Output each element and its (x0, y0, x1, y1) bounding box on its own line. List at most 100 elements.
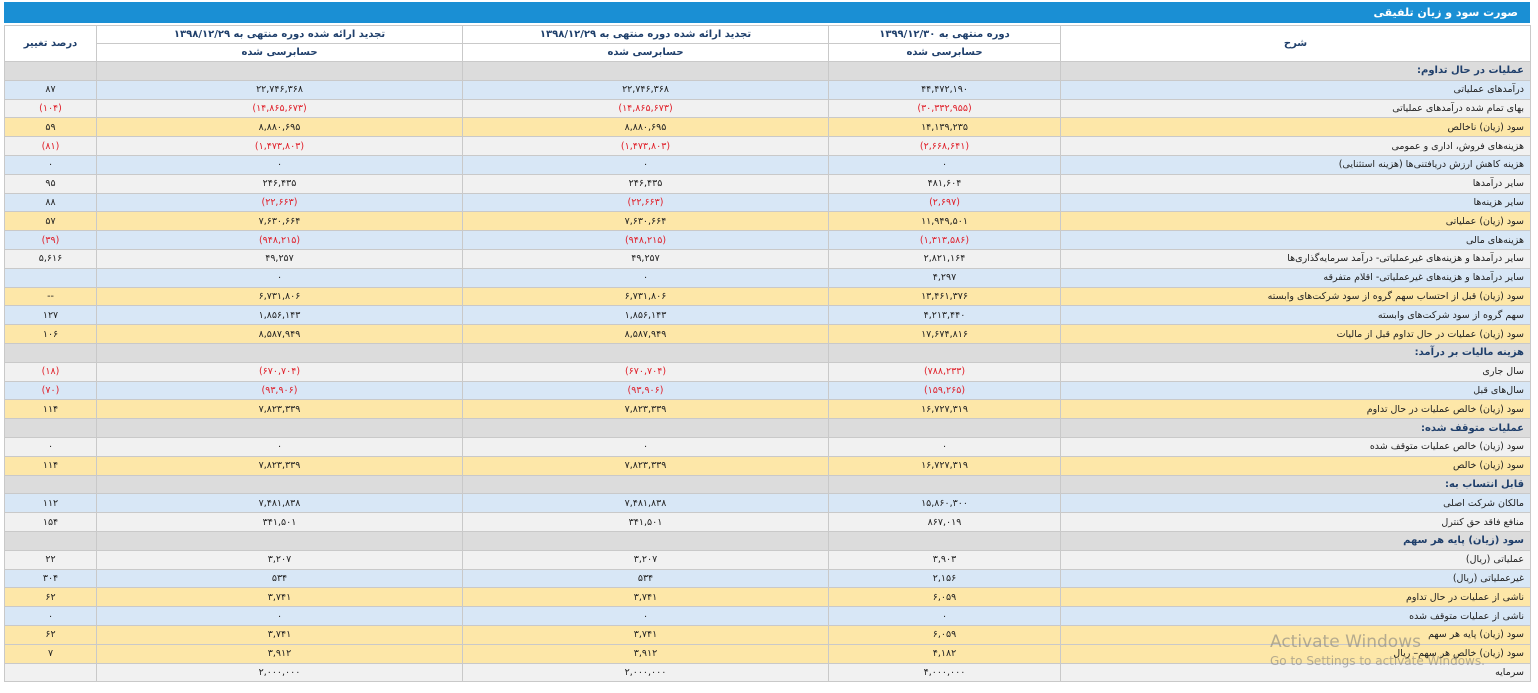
data-row: سال‌های قبل (۱۵۹,۲۶۵) (۹۳,۹۰۶) (۹۳,۹۰۶) (۷۰) (4, 380, 1531, 401)
value-cell: ۵۳۴ (462, 568, 829, 589)
value-cell: ۳۰۴ (4, 568, 97, 589)
data-row: منافع فاقد حق کنترل ۸۶۷,۰۱۹ ۳۴۱,۵۰۱ ۳۴۱,۵۰۱… (4, 512, 1531, 532)
data-row: سود (زیان) عملیاتی ۱۱,۹۴۹,۵۰۱ ۷,۶۳۰,۶۶۴ ۷,۶… (4, 211, 1531, 232)
row-label: بهای تمام شده درآمدهای عملیاتی (1060, 98, 1531, 119)
empty-cell (828, 474, 1061, 495)
title-bar: صورت سود و زیان تلفیقی (4, 2, 1530, 23)
empty-cell (96, 61, 463, 81)
header-row: شرح دوره منتهی به ۱۳۹۹/۱۲/۳۰ تجدید ارائه ش… (4, 25, 1531, 62)
row-label: غیرعملیاتی (ریال) (1060, 568, 1531, 589)
row-label: سود (زیان) خالص (1060, 455, 1531, 476)
value-cell: ۵,۶۱۶ (4, 248, 97, 269)
value-cell: (۱,۴۷۳,۸۰۳) (462, 136, 829, 156)
value-cell: ۲۴۶,۴۳۵ (96, 173, 463, 194)
value-cell: ۱۶,۷۲۷,۳۱۹ (828, 399, 1061, 420)
row-label: سود (زیان) قبل از احتساب سهم گروه از سود… (1060, 286, 1531, 307)
row-label: سایر هزینه‌ها (1060, 192, 1531, 213)
section-row: هزینه مالیات بر درآمد: (4, 342, 1531, 363)
empty-cell (462, 530, 829, 551)
value-cell: ۱,۸۵۶,۱۴۳ (96, 305, 463, 326)
data-row: سایر درآمدها ۴۸۱,۶۰۴ ۲۴۶,۴۳۵ ۲۴۶,۴۳۵ ۹۵ (4, 173, 1531, 194)
value-cell: ۰ (462, 267, 829, 288)
data-row: سود (زیان) قبل از احتساب سهم گروه از سود… (4, 286, 1531, 307)
empty-cell (4, 530, 97, 551)
value-cell: (۱۰۴) (4, 98, 97, 119)
section-label: قابل انتساب به: (1060, 474, 1531, 495)
row-label: سایر درآمدها و هزینه‌های غیرعملیاتی- اقل… (1060, 267, 1531, 288)
empty-cell (828, 418, 1061, 438)
value-cell: ۷,۸۲۳,۳۳۹ (96, 455, 463, 476)
watermark-subtitle: Go to Settings to activate Windows. (1270, 654, 1485, 668)
empty-cell (4, 418, 97, 438)
value-cell: ۳,۷۴۱ (462, 624, 829, 645)
value-cell: (۶۷۰,۷۰۴) (96, 361, 463, 382)
value-cell: ۰ (828, 606, 1061, 626)
value-cell: ۷,۶۳۰,۶۶۴ (96, 211, 463, 232)
column-subheader: حسابرسی شده (462, 43, 829, 62)
table-body: عملیات در حال تداوم: درآمدهای عملیاتی ۴۴,۴… (4, 61, 1531, 683)
value-cell: ۰ (96, 267, 463, 288)
row-label: سود (زیان) خالص عملیات در حال تداوم (1060, 399, 1531, 420)
table-header: شرح دوره منتهی به ۱۳۹۹/۱۲/۳۰ تجدید ارائه ش… (4, 25, 1531, 62)
value-cell: (۹۳,۹۰۶) (96, 380, 463, 401)
value-cell: ۸۷ (4, 79, 97, 100)
value-cell: (۷۸۸,۲۳۳) (828, 361, 1061, 382)
value-cell: ۴,۲۹۷ (828, 267, 1061, 288)
value-cell: ۷,۸۲۳,۳۳۹ (96, 399, 463, 420)
empty-cell (96, 418, 463, 438)
value-cell: ۴۸۱,۶۰۴ (828, 173, 1061, 194)
value-cell: ۶۲ (4, 624, 97, 645)
row-label: سود (زیان) عملیاتی (1060, 211, 1531, 232)
value-cell: ۸۶۷,۰۱۹ (828, 512, 1061, 532)
empty-cell (828, 530, 1061, 551)
data-row: سود (زیان) خالص هر سهم– ریال ۴,۱۸۲ ۳,۹۱۲ ۳,… (4, 643, 1531, 664)
value-cell: ۳,۷۴۱ (96, 624, 463, 645)
row-label: هزینه‌های مالی (1060, 230, 1531, 250)
value-cell: (۲,۶۶۸,۶۴۱) (828, 136, 1061, 156)
row-label: سود (زیان) ناخالص (1060, 117, 1531, 138)
data-row: سایر هزینه‌ها (۲,۶۹۷) (۲۲,۶۶۳) (۲۲,۶۶۳) ۸۸ (4, 192, 1531, 213)
row-label: سایر درآمدها (1060, 173, 1531, 194)
row-label: سود (زیان) خالص عملیات متوقف شده (1060, 436, 1531, 457)
column-header: تجدید ارائه شده دوره منتهی به ۱۳۹۸/۱۲/۲۹ (462, 25, 829, 44)
data-row: ناشی از عملیات متوقف شده ۰ ۰ ۰ ۰ (4, 606, 1531, 626)
value-cell: ۱۱۴ (4, 455, 97, 476)
value-cell: ۳,۲۰۷ (96, 549, 463, 570)
value-cell: (۲۲,۶۶۳) (96, 192, 463, 213)
row-label: سایر درآمدها و هزینه‌های غیرعملیاتی- درآ… (1060, 248, 1531, 269)
value-cell: ۲,۰۰۰,۰۰۰ (96, 662, 463, 683)
page-title: صورت سود و زیان تلفیقی (1373, 6, 1518, 19)
value-cell: (۳۰,۳۳۲,۹۵۵) (828, 98, 1061, 119)
row-label: هزینه کاهش ارزش دریافتنی‌ها (هزینه استثن… (1060, 154, 1531, 175)
column-subheader: حسابرسی شده (828, 43, 1061, 62)
value-cell: ۴,۰۰۰,۰۰۰ (828, 662, 1061, 683)
value-cell: ۲۲,۷۴۶,۳۶۸ (96, 79, 463, 100)
value-cell: ۱۰۶ (4, 324, 97, 344)
value-cell: ۱۲۷ (4, 305, 97, 326)
data-row: بهای تمام شده درآمدهای عملیاتی (۳۰,۳۳۲,۹۵… (4, 98, 1531, 119)
value-cell: ۸۸ (4, 192, 97, 213)
value-cell: (۳۹) (4, 230, 97, 250)
data-row: هزینه کاهش ارزش دریافتنی‌ها (هزینه استثن… (4, 154, 1531, 175)
data-row: عملیاتی (ریال) ۳,۹۰۳ ۳,۲۰۷ ۳,۲۰۷ ۲۲ (4, 549, 1531, 570)
value-cell: ۰ (462, 436, 829, 457)
data-row: سهم گروه از سود شرکت‌های وابسته ۴,۲۱۳,۴۴۰… (4, 305, 1531, 326)
value-cell: (۲,۶۹۷) (828, 192, 1061, 213)
row-label: ناشی از عملیات در حال تداوم (1060, 587, 1531, 608)
value-cell: ۷ (4, 643, 97, 664)
empty-cell (4, 662, 97, 683)
empty-cell (828, 61, 1061, 81)
value-cell: ۷,۸۲۳,۳۳۹ (462, 455, 829, 476)
section-label: هزینه مالیات بر درآمد: (1060, 342, 1531, 363)
value-cell: ۰ (828, 436, 1061, 457)
data-row: غیرعملیاتی (ریال) ۲,۱۵۶ ۵۳۴ ۵۳۴ ۳۰۴ (4, 568, 1531, 589)
value-cell: ۸,۵۸۷,۹۴۹ (96, 324, 463, 344)
value-cell: ۲۴۶,۴۳۵ (462, 173, 829, 194)
empty-cell (462, 418, 829, 438)
data-row: هزینه‌های مالی (۱,۳۱۳,۵۸۶) (۹۴۸,۲۱۵) (۹۴۸,۲… (4, 230, 1531, 250)
value-cell: ۱۴,۱۳۹,۲۳۵ (828, 117, 1061, 138)
section-row: عملیات متوقف شده: (4, 418, 1531, 438)
value-cell: ۸,۵۸۷,۹۴۹ (462, 324, 829, 344)
row-label: ناشی از عملیات متوقف شده (1060, 606, 1531, 626)
data-row: سود (زیان) خالص عملیات در حال تداوم ۱۶,۷۲… (4, 399, 1531, 420)
